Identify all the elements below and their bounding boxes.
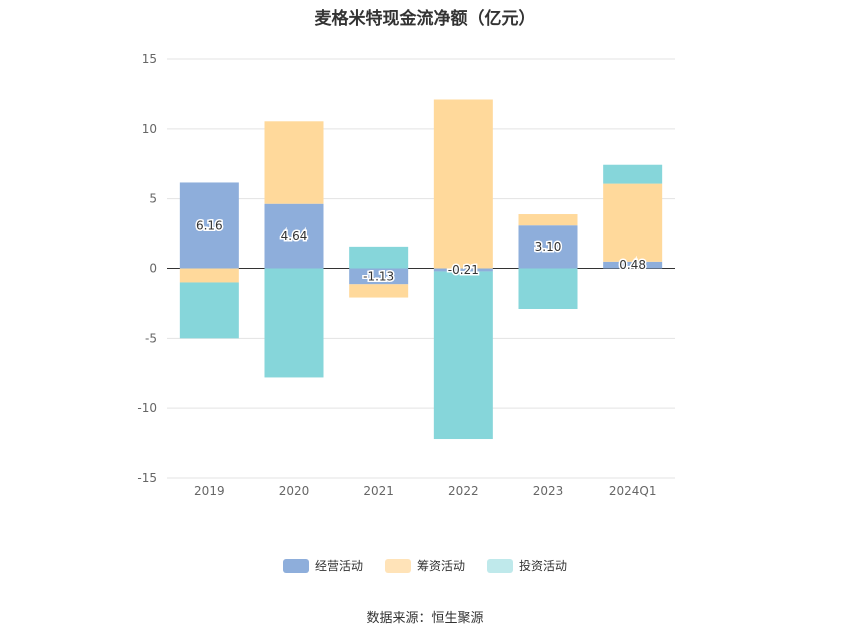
- bar-segment[interactable]: [433, 271, 493, 440]
- x-tick-label: 2019: [194, 484, 225, 498]
- bar-segment[interactable]: [518, 268, 578, 310]
- bar-segment[interactable]: [179, 268, 239, 283]
- bar-segment[interactable]: [349, 246, 409, 269]
- y-tick-label: 0: [149, 262, 157, 276]
- bar-segment[interactable]: [433, 268, 493, 272]
- y-tick-label: -15: [137, 471, 157, 485]
- bar-segment[interactable]: [264, 121, 324, 204]
- bar-segment[interactable]: [349, 284, 409, 298]
- data-label: 3.10: [535, 240, 562, 254]
- bar-segment[interactable]: [433, 99, 493, 269]
- x-tick-label: 2021: [363, 484, 394, 498]
- bar-segment[interactable]: [603, 261, 663, 269]
- legend-label-investing: 投资活动: [519, 559, 568, 573]
- legend-item-investing[interactable]: 投资活动: [487, 557, 567, 574]
- x-tick-label: 2022: [448, 484, 479, 498]
- bar-segment[interactable]: [264, 203, 324, 269]
- data-label: -1.13: [363, 269, 394, 283]
- bar-segment[interactable]: [518, 214, 578, 226]
- y-tick-label: 15: [142, 52, 157, 66]
- legend-swatch-investing: [487, 558, 513, 573]
- chart-legend: 经营活动 筹资活动 投资活动: [0, 557, 850, 574]
- data-label: 0.48: [619, 258, 646, 272]
- y-tick-label: -10: [137, 401, 157, 415]
- legend-item-operating[interactable]: 经营活动: [282, 557, 363, 574]
- data-label: 6.16: [196, 218, 223, 232]
- y-tick-label: -5: [145, 331, 157, 345]
- cash-flow-bar-chart: 15 10 5 0 -5 -10 -15 2019 2020 2021 2022 2023 2024Q1…: [137, 52, 675, 498]
- data-source-note: 数据来源：恒生聚源: [366, 611, 484, 626]
- legend-label-financing: 筹资活动: [416, 559, 465, 573]
- legend-swatch-financing: [384, 558, 411, 573]
- bar-segment[interactable]: [264, 268, 324, 378]
- x-tick-label: 2023: [533, 484, 564, 498]
- chart-title: 麦格米特现金流净额（亿元）: [314, 9, 536, 29]
- bar-segment[interactable]: [179, 182, 239, 269]
- bar-segment[interactable]: [179, 282, 239, 339]
- x-tick-label: 2024Q1: [609, 484, 657, 498]
- bar-segment[interactable]: [518, 225, 578, 269]
- data-label: 4.64: [281, 229, 308, 243]
- data-label: -0.21: [448, 263, 479, 277]
- legend-swatch-operating: [282, 558, 309, 573]
- x-tick-label: 2020: [279, 484, 310, 498]
- legend-item-financing[interactable]: 筹资活动: [384, 557, 465, 574]
- bar-segment[interactable]: [603, 183, 663, 262]
- bar-segment[interactable]: [603, 164, 663, 184]
- y-tick-label: 10: [142, 122, 157, 136]
- bar-segment[interactable]: [349, 268, 409, 285]
- legend-label-operating: 经营活动: [314, 559, 363, 573]
- y-tick-label: 5: [149, 192, 157, 206]
